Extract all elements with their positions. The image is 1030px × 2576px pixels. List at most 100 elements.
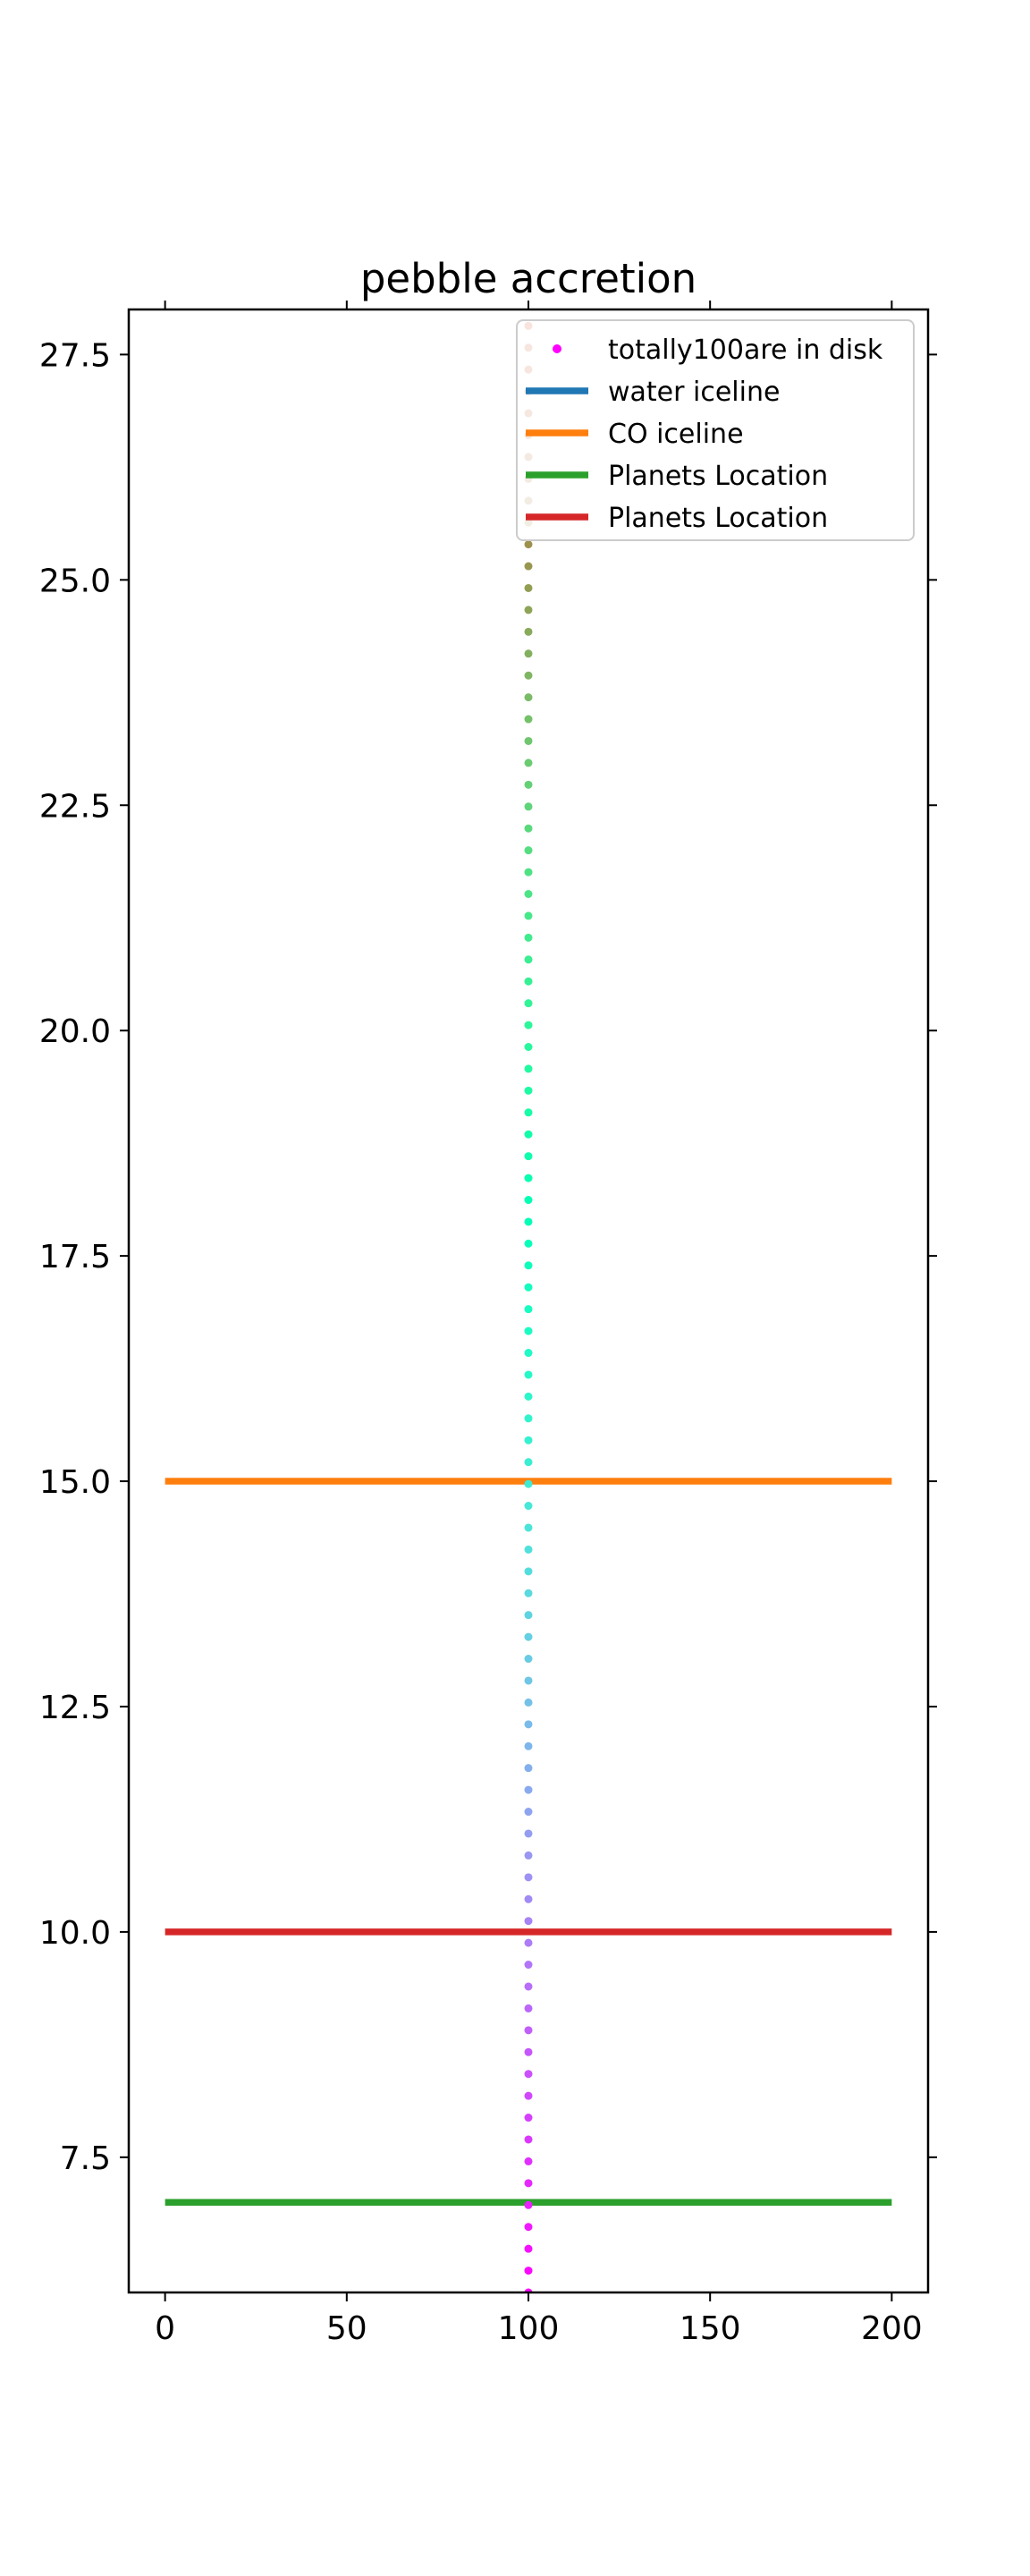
scatter-point bbox=[524, 2026, 533, 2035]
scatter-point bbox=[524, 1392, 533, 1401]
y-tick-label: 27.5 bbox=[39, 337, 111, 374]
scatter-point bbox=[524, 911, 533, 920]
scatter-point bbox=[524, 1414, 533, 1423]
scatter-point bbox=[524, 627, 533, 636]
scatter-point bbox=[524, 1196, 533, 1205]
scatter-point bbox=[524, 933, 533, 942]
scatter-point bbox=[524, 1698, 533, 1707]
scatter-point bbox=[524, 1283, 533, 1292]
scatter-point bbox=[524, 649, 533, 658]
scatter-point bbox=[524, 1043, 533, 1052]
scatter-point bbox=[524, 2135, 533, 2144]
scatter-point bbox=[525, 169, 533, 177]
scatter-point bbox=[524, 1632, 533, 1641]
scatter-point bbox=[524, 1938, 533, 1947]
scatter-point bbox=[524, 606, 533, 614]
scatter-point bbox=[524, 1873, 533, 1882]
scatter-point bbox=[524, 1894, 533, 1903]
scatter-point bbox=[524, 1479, 533, 1488]
y-tick-label: 7.5 bbox=[60, 2140, 111, 2177]
scatter-point bbox=[524, 1741, 533, 1750]
scatter-point bbox=[524, 1370, 533, 1379]
x-tick-label: 50 bbox=[326, 2310, 367, 2347]
scatter-point bbox=[524, 1589, 533, 1597]
scatter-point bbox=[524, 1720, 533, 1729]
scatter-point bbox=[524, 1458, 533, 1467]
y-tick-label: 22.5 bbox=[39, 788, 111, 825]
scatter-point bbox=[524, 1239, 533, 1248]
y-tick-label: 12.5 bbox=[39, 1690, 111, 1726]
scatter-point bbox=[524, 1217, 533, 1226]
chart-title: pebble accretion bbox=[360, 255, 697, 302]
legend-frame bbox=[516, 319, 915, 541]
scatter-point bbox=[524, 1982, 533, 1991]
x-tick-label: 100 bbox=[498, 2310, 560, 2347]
scatter-point bbox=[524, 2179, 533, 2188]
scatter-point bbox=[524, 2004, 533, 2012]
scatter-point bbox=[525, 213, 533, 221]
y-tick-label: 25.0 bbox=[39, 563, 111, 599]
legend-label: totally100are in disk bbox=[608, 335, 883, 366]
legend-label: water iceline bbox=[608, 377, 780, 408]
scatter-point bbox=[524, 1130, 533, 1139]
scatter-point bbox=[524, 1174, 533, 1182]
legend-label: Planets Location bbox=[608, 503, 828, 534]
legend-label: Planets Location bbox=[608, 461, 828, 492]
y-tick-label: 17.5 bbox=[39, 1239, 111, 1275]
scatter-point bbox=[524, 736, 533, 745]
scatter-point bbox=[524, 868, 533, 877]
scatter-point bbox=[524, 977, 533, 986]
scatter-point bbox=[524, 2114, 533, 2123]
scatter-point bbox=[524, 2267, 533, 2275]
scatter-point bbox=[524, 1326, 533, 1335]
scatter-point bbox=[524, 2070, 533, 2079]
y-tick-label: 10.0 bbox=[39, 1915, 111, 1952]
scatter-point bbox=[524, 1152, 533, 1161]
scatter-point bbox=[524, 2157, 533, 2165]
scatter-point bbox=[524, 671, 533, 680]
scatter-point bbox=[524, 562, 533, 571]
scatter-point bbox=[524, 1567, 533, 1576]
scatter-point bbox=[524, 1349, 533, 1358]
scatter-point bbox=[524, 758, 533, 767]
y-tick-label: 20.0 bbox=[39, 1013, 111, 1050]
scatter-point bbox=[524, 1502, 533, 1511]
x-tick-label: 200 bbox=[861, 2310, 923, 2347]
scatter-point bbox=[524, 1108, 533, 1117]
legend-marker bbox=[553, 344, 561, 353]
scatter-point bbox=[524, 824, 533, 833]
scatter-point bbox=[524, 1676, 533, 1685]
axes-layer: 0 50 100 150 200 7.5 10.0 12.5 15.0 17.5 20.0 22.5 2… bbox=[39, 301, 937, 2347]
scatter-point bbox=[524, 1436, 533, 1445]
scatter-point bbox=[525, 234, 533, 242]
scatter-point bbox=[524, 1655, 533, 1664]
scatter-point bbox=[524, 1523, 533, 1532]
scatter-point bbox=[524, 715, 533, 724]
scatter-point bbox=[525, 147, 533, 155]
scatter-point bbox=[524, 955, 533, 964]
scatter-point bbox=[524, 540, 533, 549]
scatter-point bbox=[525, 125, 533, 133]
scatter-point bbox=[524, 999, 533, 1008]
scatter-point bbox=[524, 1961, 533, 1970]
scatter-point bbox=[524, 1064, 533, 1073]
scatter-point bbox=[524, 1764, 533, 1773]
x-tick-label: 0 bbox=[155, 2310, 175, 2347]
scatter-point bbox=[524, 780, 533, 789]
scatter-point bbox=[525, 191, 533, 199]
scatter-point bbox=[524, 2244, 533, 2253]
scatter-point bbox=[524, 2223, 533, 2232]
scatter-point bbox=[524, 1785, 533, 1794]
scatter-point bbox=[524, 2200, 533, 2209]
y-tick-label: 15.0 bbox=[39, 1464, 111, 1501]
legend-label: CO iceline bbox=[608, 419, 744, 450]
scatter-point bbox=[524, 2047, 533, 2056]
scatter-point bbox=[524, 693, 533, 702]
scatter-point bbox=[524, 1917, 533, 1926]
scatter-point bbox=[524, 1851, 533, 1860]
scatter-point bbox=[524, 1086, 533, 1095]
scatter-point bbox=[524, 1305, 533, 1314]
scatter-point bbox=[524, 1021, 533, 1030]
legend: totally100are in disk water iceline CO ice… bbox=[516, 319, 915, 541]
